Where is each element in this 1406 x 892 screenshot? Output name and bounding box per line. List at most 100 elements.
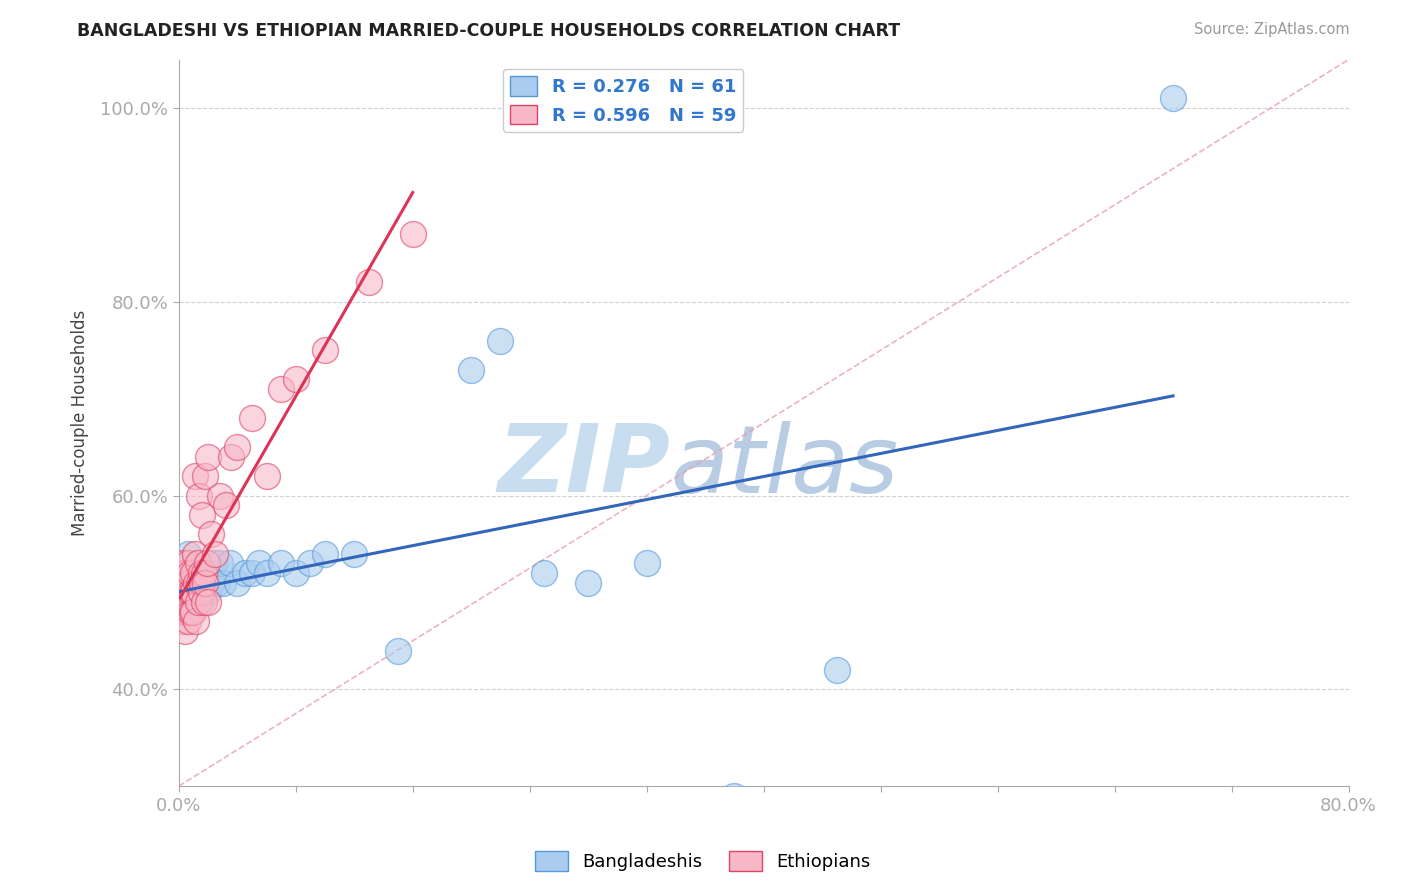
- Point: [194, 575, 217, 590]
- Point: [193, 566, 215, 580]
- Point: [169, 575, 191, 590]
- Point: [193, 595, 215, 609]
- Point: [181, 605, 204, 619]
- Point: [270, 382, 292, 396]
- Point: [170, 605, 193, 619]
- Point: [173, 575, 195, 590]
- Point: [184, 595, 207, 609]
- Point: [211, 575, 233, 590]
- Point: [197, 585, 219, 599]
- Point: [194, 566, 217, 580]
- Point: [197, 450, 219, 464]
- Point: [183, 566, 205, 580]
- Point: [205, 575, 228, 590]
- Point: [214, 498, 236, 512]
- Point: [172, 557, 194, 571]
- Point: [177, 595, 200, 609]
- Point: [226, 440, 249, 454]
- Text: Source: ZipAtlas.com: Source: ZipAtlas.com: [1194, 22, 1350, 37]
- Point: [177, 595, 200, 609]
- Point: [576, 575, 599, 590]
- Point: [240, 411, 263, 425]
- Legend: R = 0.276   N = 61, R = 0.596   N = 59: R = 0.276 N = 61, R = 0.596 N = 59: [503, 69, 744, 132]
- Point: [240, 566, 263, 580]
- Point: [284, 372, 307, 386]
- Text: BANGLADESHI VS ETHIOPIAN MARRIED-COUPLE HOUSEHOLDS CORRELATION CHART: BANGLADESHI VS ETHIOPIAN MARRIED-COUPLE …: [77, 22, 900, 40]
- Point: [186, 585, 208, 599]
- Point: [284, 566, 307, 580]
- Point: [208, 557, 231, 571]
- Point: [173, 566, 195, 580]
- Point: [176, 557, 198, 571]
- Point: [169, 595, 191, 609]
- Point: [219, 557, 242, 571]
- Point: [173, 624, 195, 639]
- Point: [184, 469, 207, 483]
- Point: [179, 585, 201, 599]
- Point: [170, 585, 193, 599]
- Text: ZIP: ZIP: [498, 420, 671, 513]
- Legend: Bangladeshis, Ethiopians: Bangladeshis, Ethiopians: [529, 844, 877, 879]
- Point: [174, 605, 197, 619]
- Point: [343, 547, 366, 561]
- Point: [191, 575, 214, 590]
- Point: [190, 566, 212, 580]
- Point: [190, 585, 212, 599]
- Point: [177, 557, 200, 571]
- Point: [256, 566, 278, 580]
- Point: [186, 575, 208, 590]
- Point: [170, 585, 193, 599]
- Point: [169, 575, 191, 590]
- Y-axis label: Married-couple Households: Married-couple Households: [72, 310, 89, 536]
- Point: [174, 566, 197, 580]
- Point: [193, 585, 215, 599]
- Point: [176, 585, 198, 599]
- Point: [402, 227, 425, 241]
- Point: [179, 605, 201, 619]
- Point: [187, 575, 209, 590]
- Point: [233, 566, 256, 580]
- Point: [174, 585, 197, 599]
- Point: [181, 575, 204, 590]
- Point: [357, 276, 380, 290]
- Point: [172, 605, 194, 619]
- Point: [177, 575, 200, 590]
- Point: [256, 469, 278, 483]
- Point: [172, 585, 194, 599]
- Point: [299, 557, 322, 571]
- Point: [723, 789, 745, 803]
- Point: [174, 595, 197, 609]
- Point: [221, 450, 243, 464]
- Point: [200, 575, 222, 590]
- Point: [174, 605, 197, 619]
- Point: [172, 615, 194, 629]
- Point: [195, 557, 218, 571]
- Point: [247, 557, 270, 571]
- Point: [183, 605, 205, 619]
- Point: [170, 595, 193, 609]
- Point: [533, 566, 555, 580]
- Point: [190, 595, 212, 609]
- Point: [195, 575, 218, 590]
- Point: [202, 557, 225, 571]
- Point: [177, 575, 200, 590]
- Point: [191, 575, 214, 590]
- Point: [191, 508, 214, 522]
- Point: [460, 362, 482, 376]
- Point: [188, 585, 211, 599]
- Point: [187, 595, 209, 609]
- Point: [176, 585, 198, 599]
- Point: [188, 575, 211, 590]
- Point: [173, 557, 195, 571]
- Point: [1161, 91, 1184, 105]
- Point: [170, 566, 193, 580]
- Point: [226, 575, 249, 590]
- Point: [183, 585, 205, 599]
- Point: [186, 615, 208, 629]
- Point: [636, 557, 658, 571]
- Point: [179, 566, 201, 580]
- Point: [184, 575, 207, 590]
- Point: [183, 566, 205, 580]
- Point: [172, 566, 194, 580]
- Point: [200, 527, 222, 541]
